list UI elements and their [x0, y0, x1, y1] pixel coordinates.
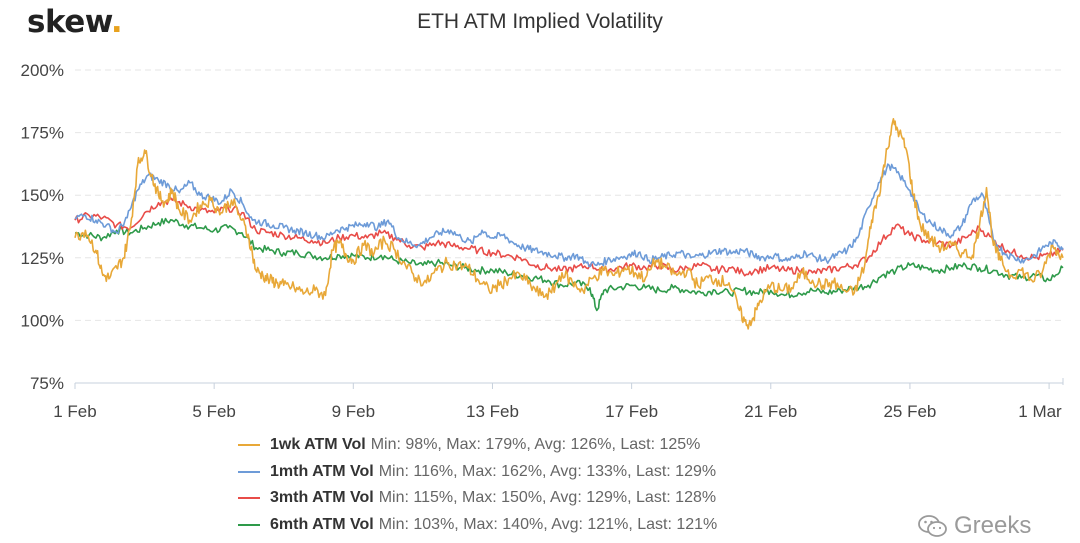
- line-chart: 75%100%125%150%175%200% 1 Feb 5 Feb 9 Feb 1…: [21, 61, 1064, 421]
- legend-label: 1mth ATM Vol: [270, 462, 374, 480]
- y-tick-label: 200%: [21, 61, 64, 80]
- legend-stats: Min: 98%, Max: 179%, Avg: 126%, Last: 12…: [370, 436, 701, 454]
- skew-logo: skew.: [27, 4, 123, 40]
- series-line-1wk: [74, 118, 1064, 330]
- y-tick-label: 75%: [30, 374, 64, 393]
- x-tick-label: 1 Feb: [53, 402, 96, 421]
- y-tick-label: 150%: [21, 186, 64, 205]
- legend-item-1mth[interactable]: 1mth ATM Vol Min: 116%, Max: 162%, Avg: …: [238, 459, 717, 486]
- y-tick-label: 125%: [21, 249, 64, 268]
- legend-item-6mth[interactable]: 6mth ATM Vol Min: 103%, Max: 140%, Avg: …: [238, 512, 717, 539]
- logo-text: skew: [27, 4, 111, 40]
- x-axis-ticks: 1 Feb 5 Feb 9 Feb 13 Feb 17 Feb 21 Feb 25 Feb 1…: [53, 383, 1062, 421]
- y-tick-label: 175%: [21, 124, 64, 143]
- wechat-icon: [918, 515, 947, 537]
- chart-title: ETH ATM Implied Volatility: [417, 10, 663, 33]
- legend-swatch-1mth: [238, 470, 260, 473]
- legend-label: 1wk ATM Vol: [270, 436, 366, 454]
- legend-stats: Min: 103%, Max: 140%, Avg: 121%, Last: 1…: [378, 515, 718, 533]
- watermark: Greeks: [918, 512, 1031, 540]
- grid-lines: [75, 69, 1064, 385]
- series-line-6mth: [74, 217, 1064, 312]
- legend-swatch-1wk: [238, 444, 260, 447]
- legend-swatch-3mth: [238, 497, 260, 500]
- legend-label: 3mth ATM Vol: [270, 489, 374, 507]
- x-tick-label: 1 Mar: [1018, 402, 1062, 421]
- legend-label: 6mth ATM Vol: [270, 515, 374, 533]
- legend-stats: Min: 116%, Max: 162%, Avg: 133%, Last: 1…: [378, 462, 717, 480]
- legend-item-1wk[interactable]: 1wk ATM Vol Min: 98%, Max: 179%, Avg: 12…: [238, 432, 717, 459]
- legend-swatch-6mth: [238, 523, 260, 526]
- x-tick-label: 17 Feb: [605, 402, 658, 421]
- series-lines: [74, 118, 1064, 330]
- legend-item-3mth[interactable]: 3mth ATM Vol Min: 115%, Max: 150%, Avg: …: [238, 485, 717, 512]
- x-tick-label: 21 Feb: [744, 402, 797, 421]
- series-line-1mth: [74, 163, 1064, 268]
- x-tick-label: 13 Feb: [466, 402, 519, 421]
- x-tick-label: 5 Feb: [192, 402, 235, 421]
- y-axis-ticks: 75% 100% 125% 150% 175% 200%: [21, 61, 64, 393]
- legend-stats: Min: 115%, Max: 150%, Avg: 129%, Last: 1…: [378, 489, 717, 507]
- y-tick-label: 100%: [21, 311, 64, 330]
- watermark-text: Greeks: [954, 512, 1032, 539]
- legend: 1wk ATM Vol Min: 98%, Max: 179%, Avg: 12…: [238, 432, 717, 538]
- logo-dot: .: [110, 4, 123, 40]
- x-tick-label: 9 Feb: [332, 402, 375, 421]
- x-tick-label: 25 Feb: [883, 402, 936, 421]
